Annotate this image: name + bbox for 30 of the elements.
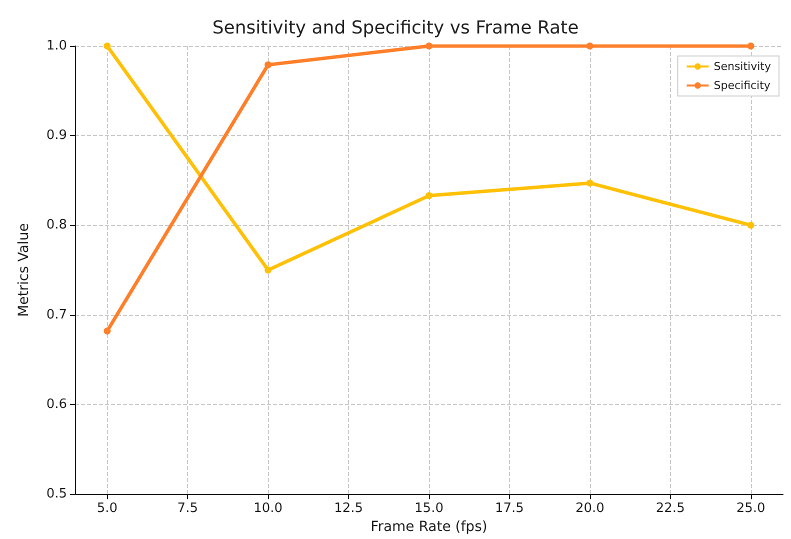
x-tick-label: 10.0: [254, 501, 283, 516]
point: [104, 327, 111, 334]
y-tick-label: 0.5: [46, 486, 67, 502]
x-tick-label: 5.0: [96, 501, 118, 516]
y-tick-label: 0.6: [46, 396, 67, 412]
x-tick-label: 25.0: [736, 501, 766, 516]
y-axis-title: Metrics Value: [16, 223, 32, 317]
y-tick-label: 0.9: [46, 128, 67, 144]
x-tick-label: 22.5: [656, 501, 685, 516]
point: [586, 180, 594, 187]
x-tick-label: 7.5: [177, 501, 198, 516]
point: [586, 42, 594, 50]
legend-label: Sensitivity: [714, 60, 772, 73]
point: [747, 42, 754, 50]
x-tick-label: 17.5: [494, 501, 524, 516]
point: [426, 192, 432, 200]
y-tick-label: 1.0: [46, 38, 67, 54]
point: [104, 42, 111, 50]
y-tick-label: 0.7: [46, 307, 67, 322]
legend-label: Specificity: [714, 79, 771, 92]
point: [426, 42, 432, 50]
y-tick-label: 0.8: [46, 218, 67, 233]
point: [264, 266, 272, 274]
point: [747, 222, 754, 229]
point: [264, 61, 272, 68]
chart-title: Sensitivity and Specificity vs Frame Rate: [212, 18, 579, 38]
x-tick-label: 20.0: [575, 501, 604, 516]
x-axis-title: Frame Rate (fps): [370, 519, 488, 535]
x-tick-label: 12.5: [334, 501, 364, 516]
x-tick-label: 15.0: [414, 501, 444, 516]
